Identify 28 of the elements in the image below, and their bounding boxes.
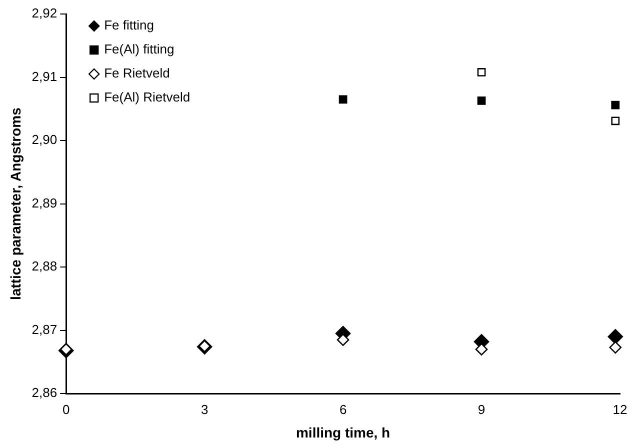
point	[60, 343, 72, 356]
y-tick-label: 2,89	[32, 195, 58, 210]
x-tick-label: 0	[62, 402, 70, 417]
y-tick-label: 2,92	[32, 6, 58, 21]
point	[336, 334, 350, 346]
y-tick-label: 2,87	[32, 322, 58, 337]
x-axis-title: milling time, h	[296, 424, 390, 440]
point	[338, 95, 348, 104]
point	[611, 100, 620, 110]
point	[611, 116, 620, 126]
legend-label: Fe Rietveld	[104, 66, 170, 81]
point	[608, 329, 624, 344]
x-tick-label: 12	[612, 402, 628, 417]
point	[609, 341, 622, 354]
x-tick-label: 3	[200, 402, 208, 417]
legend-label: Fe fitting	[104, 18, 154, 33]
x-tick-label: 6	[339, 402, 347, 417]
y-tick-label: 2,91	[32, 68, 58, 84]
point	[477, 68, 486, 76]
y-axis-title: lattice parameter, Angstroms	[7, 107, 24, 300]
y-tick-label: 2,86	[32, 385, 58, 400]
legend-label: Fe(Al) fitting	[104, 42, 174, 57]
y-tick-label: 2,88	[32, 258, 58, 274]
y-tick-label: 2,90	[32, 132, 58, 148]
legend-label: Fe(Al) Rietveld	[104, 90, 190, 105]
point	[477, 96, 486, 105]
x-tick-label: 9	[478, 402, 486, 417]
point	[475, 343, 488, 356]
